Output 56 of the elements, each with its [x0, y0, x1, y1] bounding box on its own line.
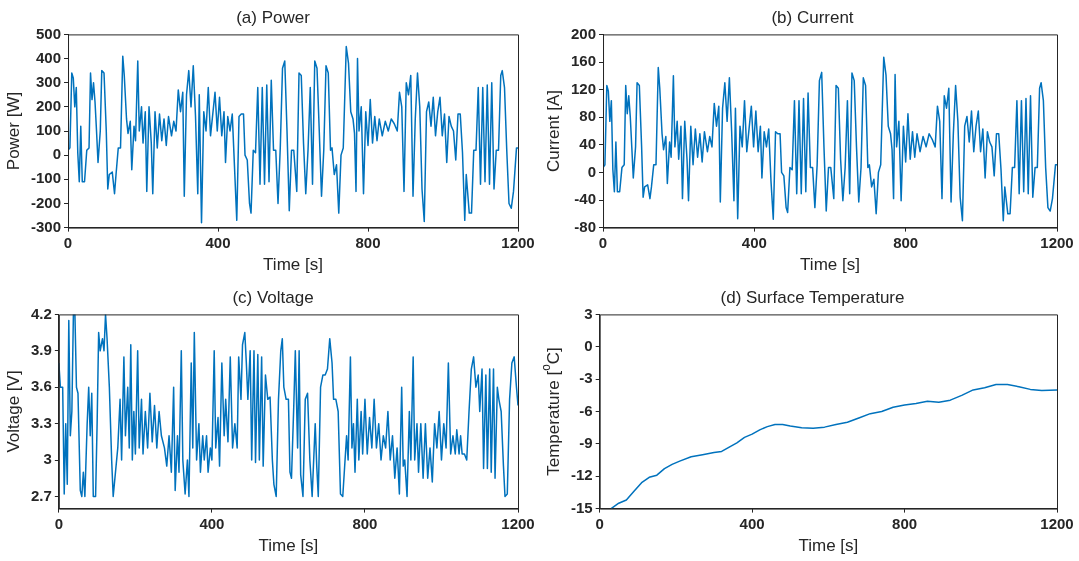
- y-tick-label: -300: [30, 217, 62, 235]
- y-tick-label: 200: [35, 96, 62, 114]
- y-tick-label: 500: [35, 24, 62, 42]
- y-tick-label: -3: [579, 369, 593, 387]
- chart-title: (d) Surface Temperature: [720, 287, 905, 307]
- x-tick-label: 400: [739, 514, 765, 532]
- y-axis-title: Power [W]: [3, 91, 23, 171]
- y-tick-label: -40: [574, 190, 597, 208]
- y-tick-label: 80: [579, 107, 597, 125]
- y-tick-label: 120: [571, 79, 597, 97]
- x-axis-title: Time [s]: [800, 255, 860, 275]
- y-tick-label: 300: [35, 72, 62, 90]
- x-tick-label: 1200: [501, 514, 535, 532]
- chart-title: (b) Current: [771, 7, 854, 27]
- x-axis-title: Time [s]: [263, 255, 323, 275]
- x-tick-label: 0: [598, 233, 608, 251]
- x-tick-label: 800: [355, 233, 381, 251]
- y-tick-label: 0: [587, 162, 597, 180]
- chart-title: (c) Voltage: [232, 287, 314, 307]
- x-tick-label: 1200: [1040, 514, 1074, 532]
- y-tick-label: 3: [584, 304, 593, 322]
- y-tick-label: 2.7: [30, 486, 52, 504]
- y-tick-label: 100: [35, 121, 62, 139]
- y-axis-title: Temperature [oC]: [539, 347, 563, 476]
- y-tick-label: -12: [570, 466, 593, 484]
- x-tick-label: 800: [893, 233, 919, 251]
- x-axis-title: Time [s]: [258, 536, 319, 556]
- y-axis-title: Voltage [V]: [3, 370, 23, 453]
- x-tick-label: 400: [741, 233, 767, 251]
- y-tick-label: 0: [584, 336, 593, 354]
- y-tick-label: 3.9: [30, 340, 52, 358]
- y-tick-label: 4.2: [30, 304, 52, 322]
- x-tick-label: 800: [892, 514, 918, 532]
- y-tick-label: 40: [579, 134, 597, 152]
- y-tick-label: 3: [43, 450, 52, 468]
- x-tick-label: 400: [199, 514, 225, 532]
- y-tick-label: -15: [570, 498, 593, 516]
- x-tick-label: 800: [352, 514, 378, 532]
- y-tick-label: 160: [571, 52, 597, 70]
- y-tick-label: 3.6: [30, 377, 52, 395]
- y-tick-label: -200: [30, 193, 62, 211]
- y-tick-label: 400: [35, 48, 62, 66]
- y-tick-label: -6: [579, 401, 593, 419]
- x-tick-label: 1200: [1040, 233, 1074, 251]
- chart-title: (a) Power: [236, 7, 311, 27]
- y-tick-label: -80: [574, 217, 597, 235]
- y-tick-label: -9: [579, 434, 593, 452]
- y-tick-label: -100: [30, 169, 62, 187]
- y-tick-label: 0: [52, 145, 62, 163]
- x-tick-label: 400: [205, 233, 231, 251]
- y-tick-label: 200: [571, 24, 597, 42]
- x-axis-title: Time [s]: [798, 536, 859, 556]
- x-tick-label: 1200: [501, 233, 535, 251]
- y-axis-title: Current [A]: [543, 89, 563, 173]
- x-tick-label: 0: [63, 233, 73, 251]
- y-tick-label: 3.3: [30, 413, 52, 431]
